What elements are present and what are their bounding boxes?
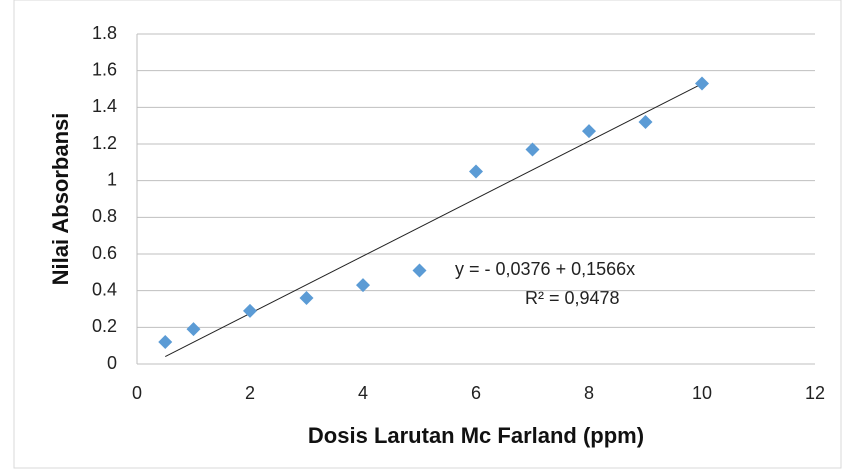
- y-tick-label: 0.4: [92, 279, 117, 299]
- point: [243, 303, 257, 318]
- x-axis-title: Dosis Larutan Mc Farland (ppm): [308, 423, 644, 448]
- y-tick-label: 0.2: [92, 316, 117, 336]
- y-tick-label: 0.8: [92, 206, 117, 226]
- y-axis-title: Nilai Absorbansi: [48, 113, 73, 286]
- trendline-r2: R² = 0,9478: [525, 288, 620, 308]
- chart-border: [13, 0, 842, 469]
- x-tick-label: 4: [358, 383, 368, 403]
- trendline-equation: y = - 0,0376 + 0,1566x: [455, 259, 635, 279]
- point: [186, 322, 201, 337]
- trendline: [165, 83, 703, 357]
- point: [525, 142, 540, 157]
- y-tick-label: 0.6: [92, 243, 117, 263]
- point: [582, 124, 596, 139]
- y-tick-label: 1.8: [92, 23, 117, 43]
- x-tick-label: 8: [584, 383, 594, 403]
- x-tick-label: 2: [245, 383, 255, 403]
- x-tick-label: 12: [805, 383, 825, 403]
- point: [158, 335, 173, 349]
- x-tick-label: 0: [132, 383, 142, 403]
- point: [356, 278, 370, 293]
- point: [412, 263, 427, 278]
- y-tick-label: 0: [107, 353, 117, 373]
- y-tick-label: 1: [107, 169, 117, 189]
- x-tick-label: 10: [692, 383, 712, 403]
- x-tick-label: 6: [471, 383, 481, 403]
- point: [695, 76, 709, 91]
- point: [638, 115, 653, 129]
- y-tick-label: 1.6: [92, 59, 117, 79]
- y-tick-label: 1.2: [92, 133, 117, 153]
- y-tick-label: 1.4: [92, 96, 117, 116]
- point: [299, 291, 314, 305]
- point: [469, 164, 483, 179]
